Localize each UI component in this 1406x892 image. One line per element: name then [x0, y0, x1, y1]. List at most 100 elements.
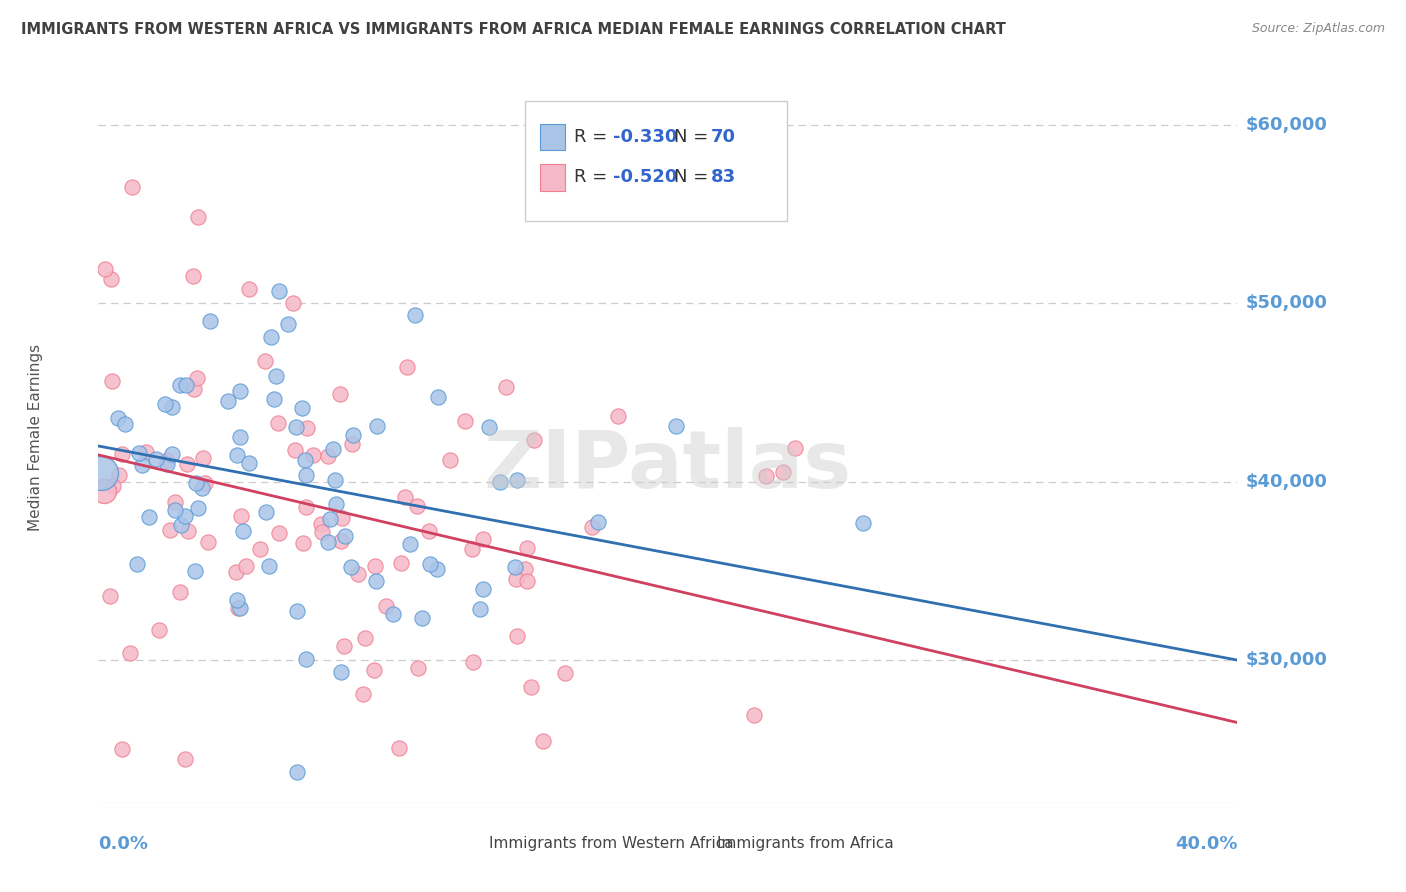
- Point: [322, 442, 344, 456]
- Point: [138, 510, 160, 524]
- Point: [290, 401, 312, 416]
- FancyBboxPatch shape: [690, 832, 711, 854]
- Point: [107, 410, 129, 425]
- Point: [404, 308, 426, 322]
- Point: [174, 508, 197, 523]
- Point: [114, 417, 136, 431]
- Point: [266, 368, 288, 383]
- Point: [191, 481, 214, 495]
- Point: [352, 687, 374, 701]
- Point: [125, 557, 148, 571]
- Point: [363, 663, 385, 677]
- Point: [135, 445, 157, 459]
- Point: [606, 409, 628, 423]
- Point: [191, 451, 214, 466]
- Point: [159, 523, 181, 537]
- Point: [531, 733, 554, 747]
- Point: [340, 560, 363, 574]
- Point: [461, 655, 484, 669]
- Point: [323, 473, 346, 487]
- Point: [554, 665, 576, 680]
- Point: [586, 515, 609, 529]
- Point: [194, 475, 217, 490]
- Point: [232, 524, 254, 539]
- Point: [187, 210, 209, 224]
- Text: $50,000: $50,000: [1246, 294, 1327, 312]
- Point: [309, 516, 332, 531]
- Point: [160, 401, 183, 415]
- Point: [478, 420, 501, 434]
- Point: [107, 468, 129, 483]
- Point: [225, 565, 247, 579]
- Text: -0.330: -0.330: [613, 128, 678, 146]
- Point: [454, 413, 477, 427]
- Point: [495, 380, 517, 394]
- Point: [131, 458, 153, 472]
- Point: [183, 382, 205, 396]
- Point: [173, 752, 195, 766]
- Point: [294, 452, 316, 467]
- Point: [226, 601, 249, 615]
- Text: $30,000: $30,000: [1246, 651, 1327, 669]
- Point: [503, 559, 526, 574]
- Text: R =: R =: [575, 169, 613, 186]
- Point: [472, 533, 495, 547]
- Point: [94, 262, 117, 277]
- Point: [253, 353, 276, 368]
- Point: [319, 512, 342, 526]
- Point: [506, 629, 529, 643]
- Point: [406, 661, 429, 675]
- Point: [325, 497, 347, 511]
- Point: [295, 500, 318, 515]
- Point: [103, 479, 125, 493]
- Point: [93, 483, 115, 498]
- Point: [148, 623, 170, 637]
- Point: [742, 708, 765, 723]
- Point: [388, 740, 411, 755]
- Point: [520, 681, 543, 695]
- Text: $60,000: $60,000: [1246, 116, 1327, 134]
- Text: 70: 70: [711, 128, 737, 146]
- Point: [256, 505, 278, 519]
- Point: [186, 371, 208, 385]
- Point: [522, 434, 544, 448]
- Point: [169, 378, 191, 392]
- FancyBboxPatch shape: [463, 832, 484, 854]
- Point: [111, 447, 134, 461]
- Text: 40.0%: 40.0%: [1175, 835, 1237, 853]
- Point: [295, 467, 318, 482]
- Text: Source: ZipAtlas.com: Source: ZipAtlas.com: [1251, 22, 1385, 36]
- Point: [160, 446, 183, 460]
- Text: $40,000: $40,000: [1246, 473, 1327, 491]
- Point: [163, 503, 186, 517]
- Point: [101, 374, 124, 388]
- Point: [461, 541, 484, 556]
- Point: [581, 520, 603, 534]
- Point: [366, 418, 388, 433]
- Point: [229, 601, 252, 615]
- Point: [439, 453, 461, 467]
- Point: [285, 765, 308, 780]
- Point: [295, 420, 318, 434]
- Point: [335, 529, 357, 543]
- Point: [291, 535, 314, 549]
- Point: [229, 509, 252, 524]
- Point: [174, 378, 197, 392]
- Point: [425, 561, 447, 575]
- Point: [406, 499, 429, 513]
- Point: [259, 558, 281, 573]
- Point: [382, 607, 405, 621]
- Text: Immigrants from Africa: Immigrants from Africa: [717, 836, 894, 851]
- FancyBboxPatch shape: [526, 101, 787, 221]
- Text: Median Female Earnings: Median Female Earnings: [28, 343, 44, 531]
- Text: 83: 83: [711, 169, 737, 186]
- Point: [249, 541, 271, 556]
- Point: [353, 631, 375, 645]
- Point: [145, 451, 167, 466]
- Point: [229, 384, 252, 398]
- Point: [516, 541, 538, 555]
- Point: [755, 468, 778, 483]
- Point: [311, 525, 333, 540]
- Point: [347, 567, 370, 582]
- Point: [169, 585, 191, 599]
